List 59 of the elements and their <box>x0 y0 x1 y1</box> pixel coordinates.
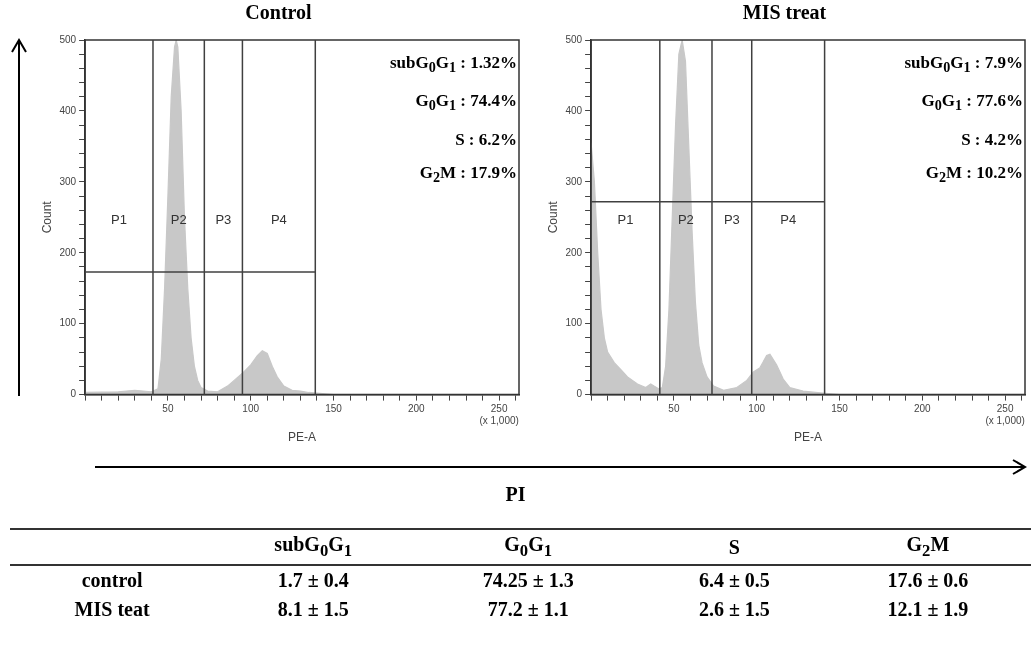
category-label: control <box>81 569 143 591</box>
y-tick-label: 400 <box>59 104 77 116</box>
x-tick-label: 100 <box>242 403 260 415</box>
annotation: P4 <box>780 212 797 228</box>
annotation: G$_{0}$G$_{1}$ : 74.4% <box>414 90 517 116</box>
y-axis-title: Count <box>39 200 54 234</box>
y-tick-label: 200 <box>59 246 77 258</box>
text: 74.25 ± 1.3 <box>482 569 574 591</box>
annotation: S : 6.2% <box>454 128 517 151</box>
annotation: P2 <box>170 212 187 228</box>
y-tick-label: 100 <box>565 317 583 329</box>
x-axis-title: PE-A <box>794 430 823 445</box>
y-tick-label: 200 <box>565 246 583 258</box>
text: 6.4 ± 0.5 <box>698 569 770 591</box>
y-axis-title: Count <box>545 200 560 234</box>
chart-title: Control <box>245 1 313 24</box>
text: 77.2 ± 1.1 <box>487 598 569 620</box>
annotation: P3 <box>215 212 232 228</box>
y-tick-label: 0 <box>70 388 77 400</box>
annotation: G$_{2}$M : 10.2% <box>924 161 1023 188</box>
text: 12.1 ± 1.9 <box>887 598 969 620</box>
x-tick-label: 250 (x 1,000) <box>985 403 1025 427</box>
annotation: subG$_{0}$G$_{1}$ : 7.9% <box>904 52 1023 78</box>
category-label: subG$_{0}$G$_{1}$ <box>273 532 354 562</box>
text: PI <box>504 483 527 506</box>
category-label: G$_{0}$G$_{1}$ <box>503 532 554 562</box>
text: 2.6 ± 1.5 <box>698 598 770 620</box>
annotation: G$_{2}$M : 17.9% <box>418 161 517 188</box>
annotation: G$_{0}$G$_{1}$ : 77.6% <box>920 90 1023 116</box>
y-tick-label: 500 <box>565 33 583 45</box>
y-tick-label: 400 <box>565 104 583 116</box>
x-tick-label: 200 <box>913 403 932 415</box>
text: 1.7 ± 0.4 <box>277 569 349 591</box>
x-tick-label: 50 <box>162 403 174 415</box>
annotation: P1 <box>111 212 127 228</box>
x-axis-title: PE-A <box>288 430 317 445</box>
annotation: P4 <box>270 212 287 228</box>
y-tick-label: 100 <box>59 317 77 329</box>
annotation: P1 <box>617 212 634 228</box>
category-label: S <box>727 534 741 560</box>
y-tick-label: 300 <box>565 175 583 187</box>
text: 17.6 ± 0.6 <box>887 569 969 591</box>
x-tick-label: 100 <box>748 403 766 415</box>
x-tick-label: 150 <box>831 403 849 415</box>
annotation: P3 <box>723 212 740 228</box>
x-tick-label: 150 <box>325 403 343 415</box>
category-label: G$_{2}$M <box>905 532 951 562</box>
y-tick-label: 300 <box>59 175 77 187</box>
category-label: MIS teat <box>74 598 150 620</box>
annotation: P2 <box>677 212 694 228</box>
x-tick-label: 250 (x 1,000) <box>479 403 519 427</box>
x-tick-label: 200 <box>407 403 426 415</box>
y-tick-label: 500 <box>59 33 77 45</box>
chart-title: MIS treat <box>742 1 827 24</box>
y-tick-label: 0 <box>576 388 583 400</box>
annotation: subG$_{0}$G$_{1}$ : 1.32% <box>389 52 517 78</box>
x-tick-label: 50 <box>668 403 680 415</box>
annotation: S : 4.2% <box>960 128 1023 151</box>
text: 8.1 ± 1.5 <box>277 598 349 620</box>
